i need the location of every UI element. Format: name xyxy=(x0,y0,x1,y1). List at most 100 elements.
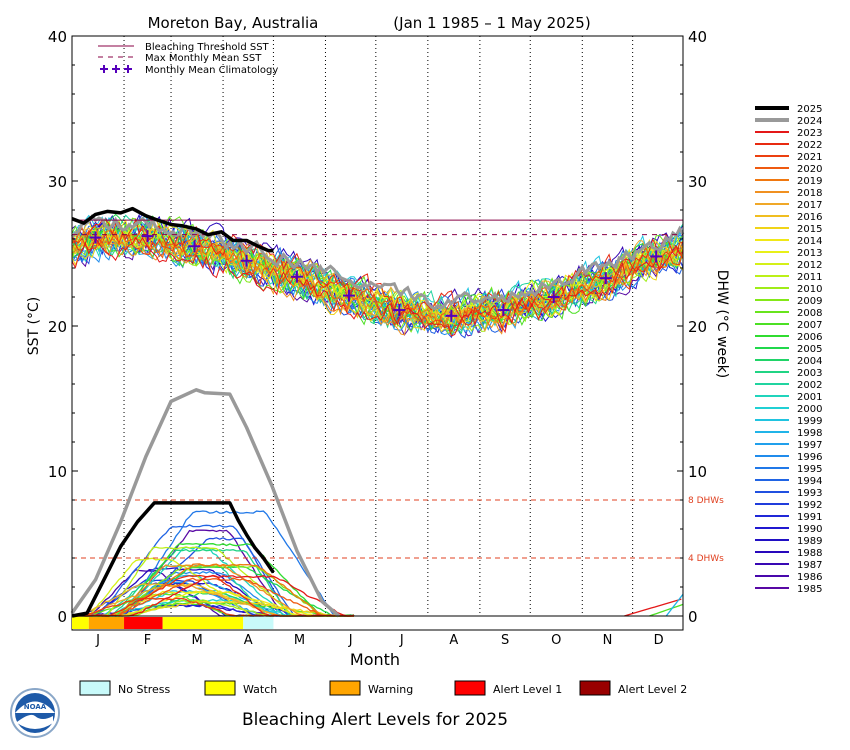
alert-legend-label-alert2: Alert Level 2 xyxy=(618,683,687,696)
year-legend-label: 2005 xyxy=(797,344,822,355)
x-tick-label: M xyxy=(294,633,305,648)
year-legend-label: 1991 xyxy=(797,512,822,523)
dhw-level-label: 8 DHWs xyxy=(688,496,724,506)
year-legend-label: 2023 xyxy=(797,128,822,139)
climatology-cross xyxy=(89,231,102,244)
year-legend-label: 2021 xyxy=(797,152,822,163)
year-legend-label: 2014 xyxy=(797,236,822,247)
x-tick-label: M xyxy=(191,633,202,648)
alert-legend-swatch-alert1 xyxy=(454,680,486,696)
year-legend-label: 2008 xyxy=(797,308,822,319)
dhw-lines xyxy=(71,510,684,617)
x-tick-label: A xyxy=(244,633,253,648)
sst-line-2025 xyxy=(71,206,274,253)
year-legend-label: 1994 xyxy=(797,476,822,487)
sst-line-2020 xyxy=(71,226,684,328)
year-legend-label: 2022 xyxy=(797,140,822,151)
year-legend-label: 2025 xyxy=(797,104,822,115)
year-legend-label: 2016 xyxy=(797,212,822,223)
y-axis-label-right: DHW (°C week) xyxy=(714,270,730,379)
climatology-cross xyxy=(141,230,154,243)
axis-layer: J F M A M J J A S O N D 0 0 10 10 20 20 30 30 40 40 xyxy=(48,28,707,648)
climatology-cross xyxy=(650,250,663,263)
footer-title: Bleaching Alert Levels for 2025 xyxy=(242,710,508,730)
year-legend-label: 2012 xyxy=(797,260,822,271)
sst-line-2024 xyxy=(70,213,685,311)
highlight-lines xyxy=(70,206,341,618)
year-legend-label: 2001 xyxy=(797,392,822,403)
legend-climatology-label: Monthly Mean Climatology xyxy=(145,65,278,76)
y-tick-label-left: 30 xyxy=(48,173,67,191)
year-legend-label: 2000 xyxy=(797,404,822,415)
sst-line-2016 xyxy=(71,229,684,326)
legend-climatology-swatch xyxy=(100,65,132,73)
alert-legend-swatch-watch xyxy=(204,680,236,696)
x-tick-label: J xyxy=(348,633,353,648)
year-legend-label: 2009 xyxy=(797,296,822,307)
y-tick-label-right: 20 xyxy=(688,318,707,336)
year-legend-label: 2024 xyxy=(797,116,822,127)
year-legend-label: 2015 xyxy=(797,224,822,235)
x-tick-label: D xyxy=(654,633,664,648)
y-tick-label-right: 40 xyxy=(688,28,707,46)
climatology-cross xyxy=(547,291,560,303)
climatology-cross xyxy=(393,304,406,317)
year-legend: 2025202420232022202120202019201820172016… xyxy=(755,104,822,595)
year-legend-label: 1989 xyxy=(797,536,822,547)
year-legend-label: 2006 xyxy=(797,332,822,343)
y-axis-label-left: SST (°C) xyxy=(26,297,42,355)
year-legend-label: 1997 xyxy=(797,440,822,451)
sst-line-2021 xyxy=(71,231,684,333)
year-legend-label: 1995 xyxy=(797,464,822,475)
alert-segment-watch xyxy=(72,617,89,629)
y-tick-label-left: 10 xyxy=(48,463,67,481)
noaa-logo: NOAA xyxy=(10,688,60,738)
climatology-cross xyxy=(124,65,132,73)
alert-bar xyxy=(71,615,684,631)
legend-mmm-label: Max Monthly Mean SST xyxy=(145,53,262,64)
alert-segment-nostress xyxy=(243,617,274,629)
year-legend-label: 2002 xyxy=(797,380,822,391)
dhw-level-label: 4 DHWs xyxy=(688,554,724,564)
alert-legend-label-alert1: Alert Level 1 xyxy=(493,683,562,696)
sst-lines xyxy=(70,213,685,339)
alert-segment-watch xyxy=(162,617,244,629)
x-tick-label: J xyxy=(95,633,100,648)
x-tick-label: N xyxy=(603,633,613,648)
grid-layer xyxy=(123,36,634,616)
y-tick-label-left: 40 xyxy=(48,28,67,46)
dhw-late-bump xyxy=(665,593,684,617)
alert-segment-warning xyxy=(88,617,125,629)
climatology-cross xyxy=(342,289,355,302)
dhw-late-bump xyxy=(624,598,682,617)
sst-line-2005 xyxy=(71,213,684,330)
year-legend-label: 2018 xyxy=(797,188,822,199)
year-legend-label: 2004 xyxy=(797,356,822,367)
x-tick-label: J xyxy=(399,633,404,648)
climatology-cross xyxy=(445,309,458,322)
y-tick-label-right: 0 xyxy=(688,608,698,626)
year-legend-label: 1999 xyxy=(797,416,822,427)
sst-line-2022 xyxy=(71,217,684,327)
year-legend-label: 1986 xyxy=(797,572,822,583)
alert-legend-label-warning: Warning xyxy=(368,683,413,696)
top-legend: Bleaching Threshold SST Max Monthly Mean… xyxy=(98,42,278,76)
year-legend-label: 2019 xyxy=(797,176,822,187)
climatology-cross xyxy=(497,304,510,317)
y-tick-label-left: 20 xyxy=(48,318,67,336)
x-axis-label: Month xyxy=(350,650,400,669)
alert-legend-swatch-alert2 xyxy=(579,680,611,696)
y-tick-label-right: 30 xyxy=(688,173,707,191)
noaa-logo-text: NOAA xyxy=(24,703,47,711)
alert-legend-swatch-warning xyxy=(329,680,361,696)
year-legend-label: 2003 xyxy=(797,368,822,379)
year-legend-label: 1985 xyxy=(797,584,822,595)
year-legend-label: 2010 xyxy=(797,284,822,295)
dhw-line-2024 xyxy=(70,388,341,618)
year-legend-label: 1992 xyxy=(797,500,822,511)
year-legend-label: 2020 xyxy=(797,164,822,175)
plot-frame xyxy=(71,35,684,617)
year-legend-label: 1998 xyxy=(797,428,822,439)
year-legend-label: 1990 xyxy=(797,524,822,535)
